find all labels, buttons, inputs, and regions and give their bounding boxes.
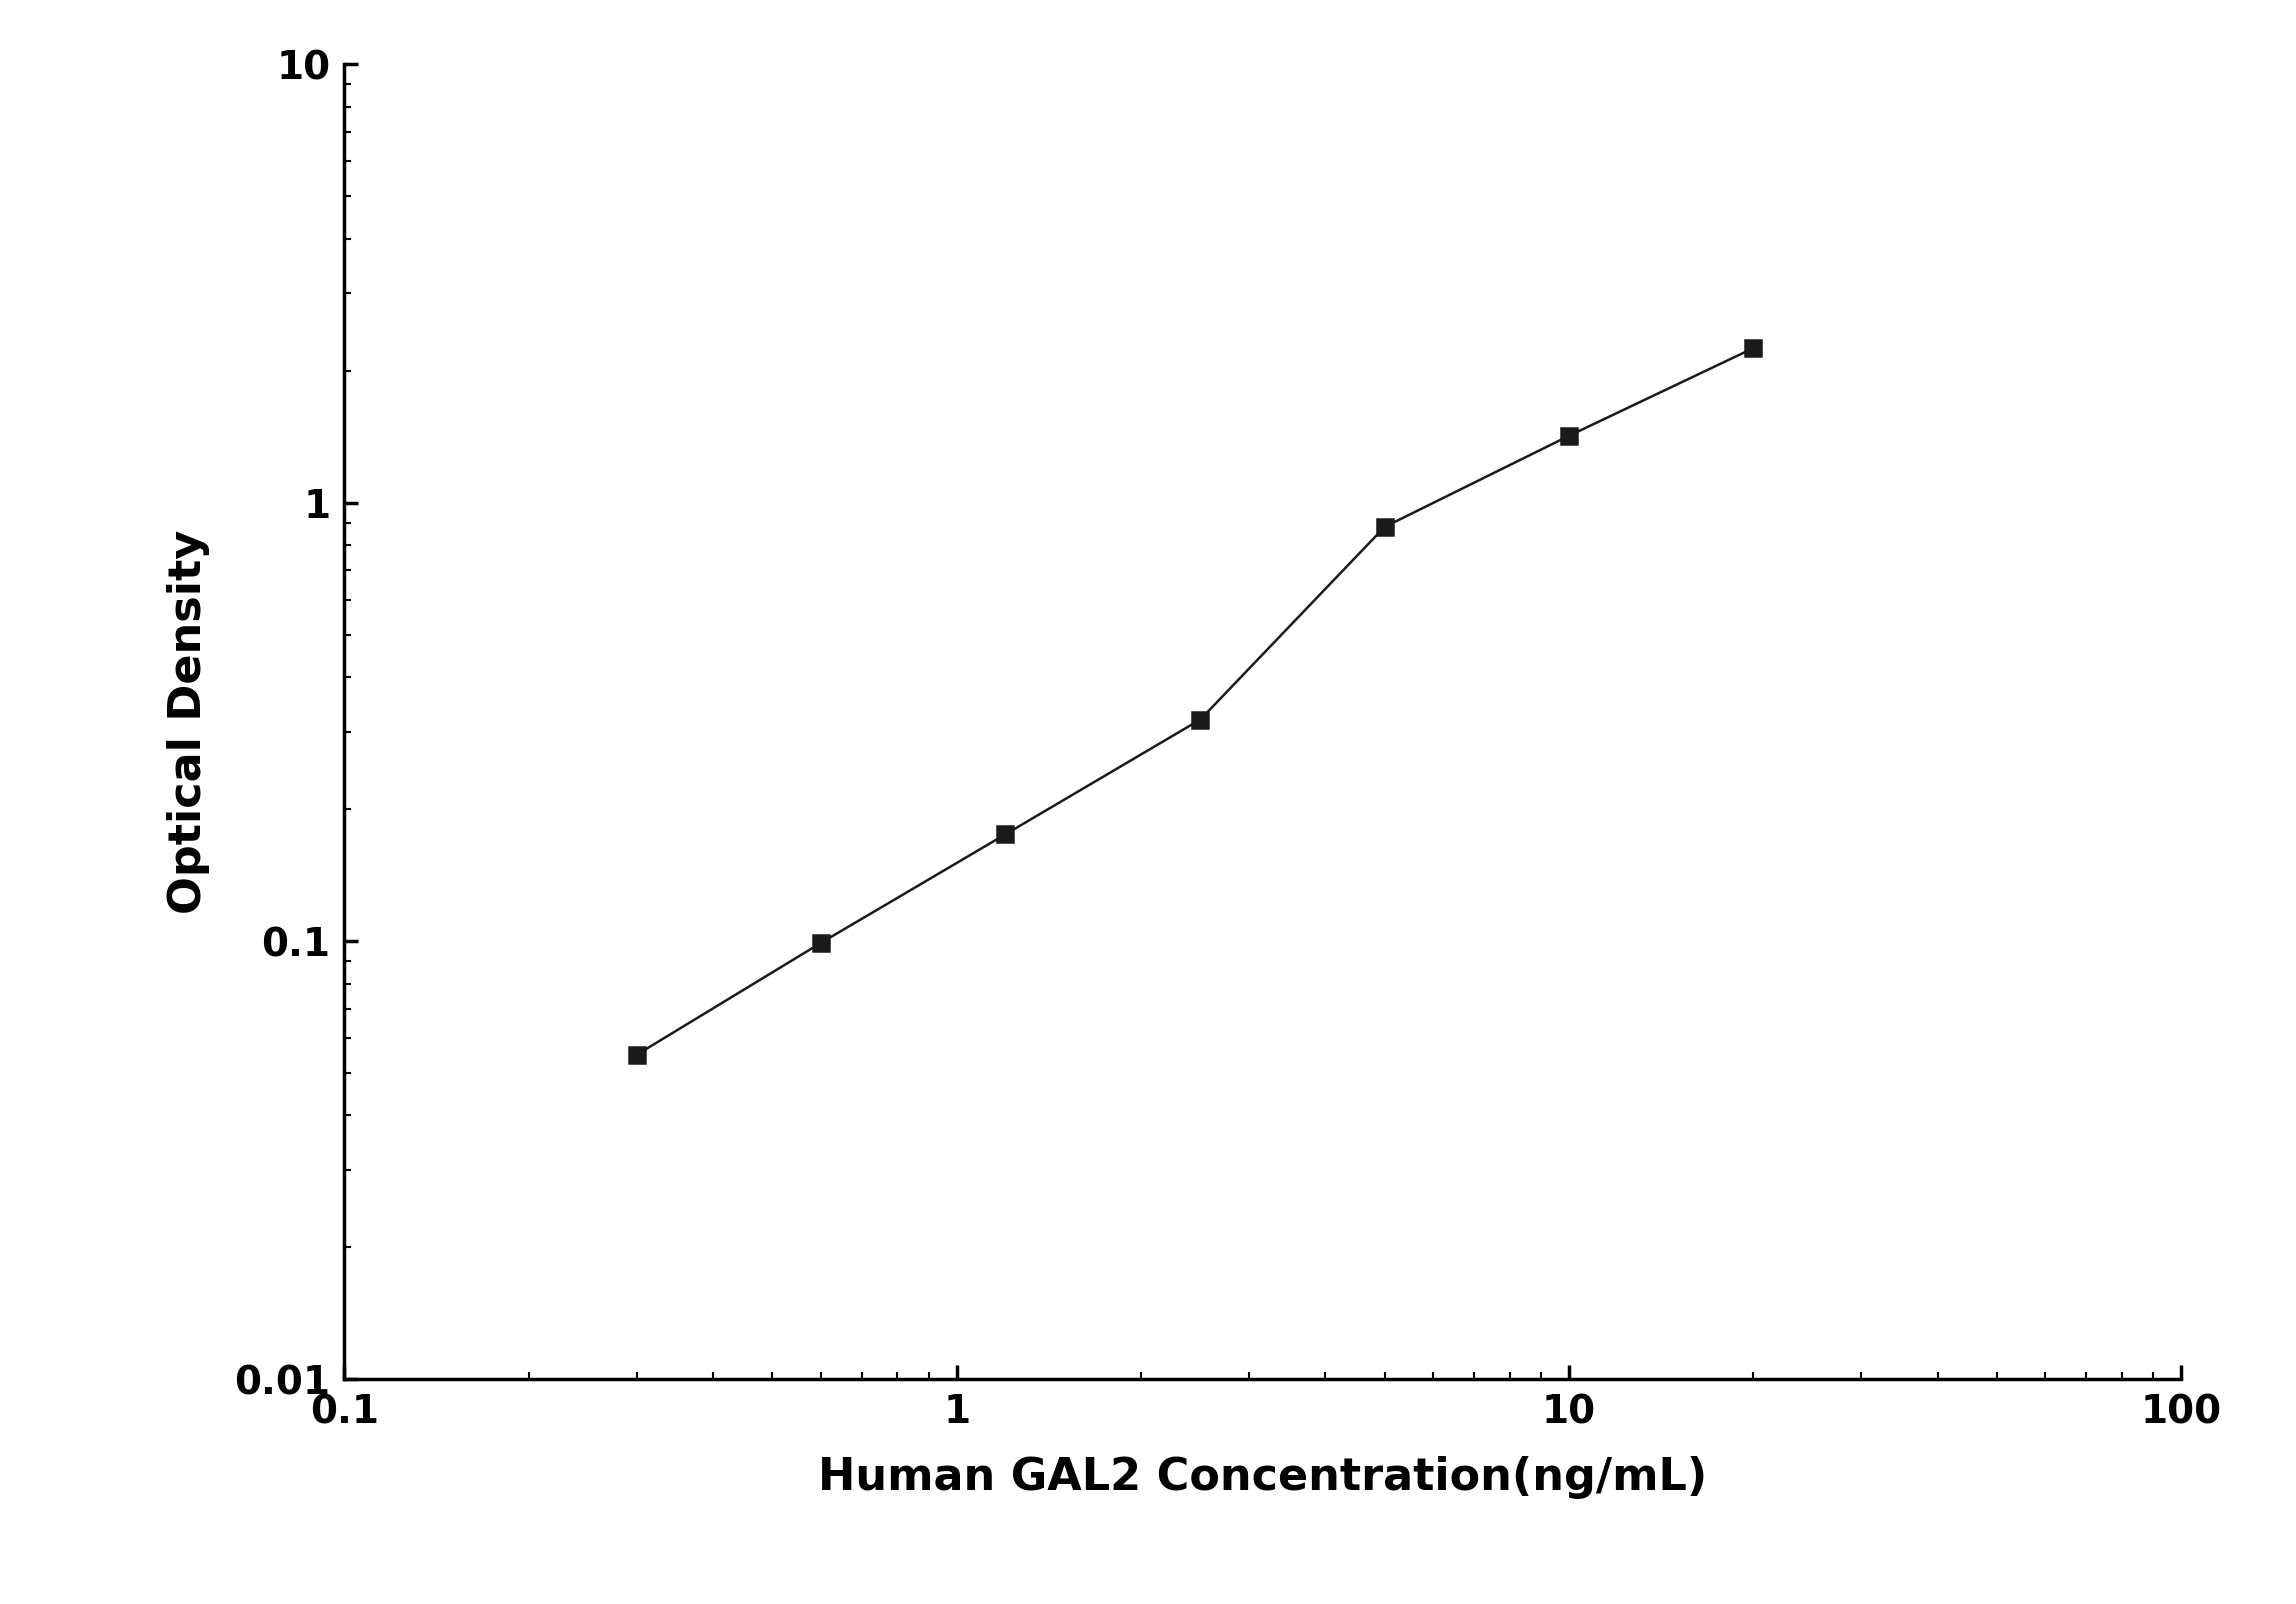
Y-axis label: Optical Density: Optical Density (168, 529, 209, 914)
X-axis label: Human GAL2 Concentration(ng/mL): Human GAL2 Concentration(ng/mL) (817, 1456, 1708, 1500)
